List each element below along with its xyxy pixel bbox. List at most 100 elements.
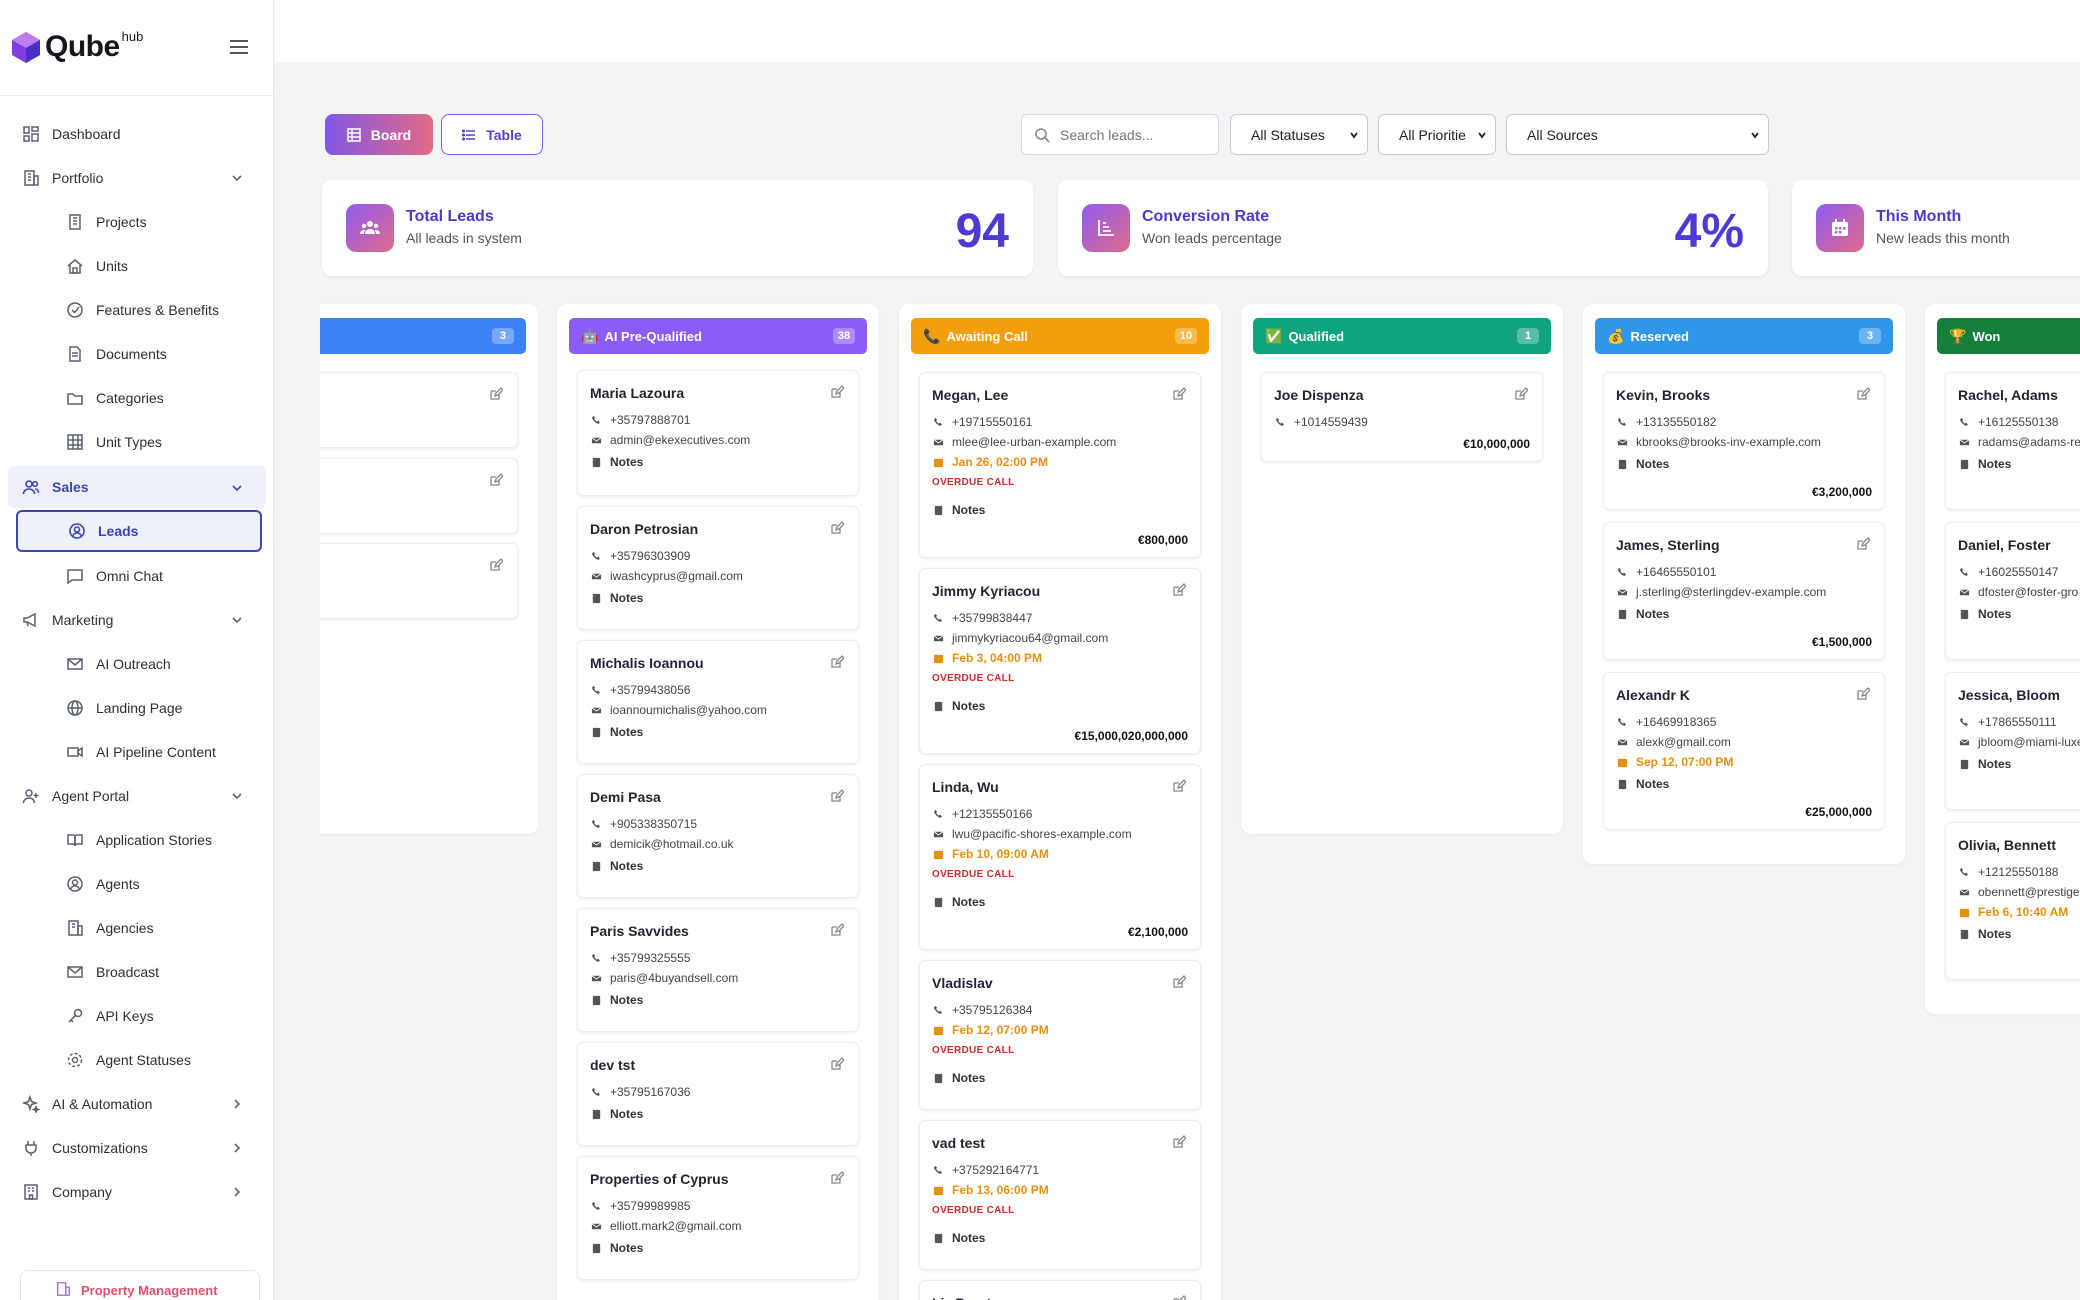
sidebar-item-features-benefits[interactable]: Features & Benefits xyxy=(0,288,274,332)
edit-icon[interactable] xyxy=(1172,1295,1187,1300)
column-header[interactable]: ✅ Qualified 1 xyxy=(1253,318,1551,354)
sidebar-item-api-keys[interactable]: API Keys xyxy=(0,994,274,1038)
phone-icon xyxy=(1958,866,1970,878)
lead-card[interactable]: Jimmy Kyriacou +35799838447 jimmykyriacou6… xyxy=(919,568,1201,754)
chevron-down-icon xyxy=(1350,132,1358,139)
sidebar-item-customizations[interactable]: Customizations xyxy=(0,1126,274,1170)
lead-card[interactable]: Maria Lazoura +35797888701 admin@ekexecuti… xyxy=(577,370,859,496)
menu-toggle-icon[interactable] xyxy=(230,40,248,54)
lead-card[interactable]: James, Sterling +16465550101 j.sterling@st… xyxy=(1603,522,1885,660)
lead-card[interactable]: Alexandr K +16469918365 alexk@gmail.com Sep… xyxy=(1603,672,1885,830)
edit-icon[interactable] xyxy=(1172,779,1187,793)
sidebar-item-sales[interactable]: Sales xyxy=(8,466,266,508)
lead-card[interactable]: Joe Dispenza +1014559439 €10,000,000 xyxy=(1261,372,1543,462)
lead-card[interactable]: Michalis Ioannou +35799438056 ioannoumicha… xyxy=(577,640,859,764)
lead-card[interactable]: Linda, Wu +12135550166 lwu@pacific-shores-… xyxy=(919,764,1201,950)
column-header[interactable]: 📞 Awaiting Call 10 xyxy=(911,318,1209,354)
lead-card[interactable]: Vladislav +35795126384 Feb 12, 07:00 PM OVE… xyxy=(919,960,1201,1110)
lead-card[interactable]: 0827 xyxy=(320,458,518,534)
sidebar-item-leads[interactable]: Leads xyxy=(16,510,262,552)
lead-phone: +16025550147 xyxy=(1958,565,2058,579)
edit-icon[interactable] xyxy=(830,521,845,535)
sidebar-item-dashboard[interactable]: Dashboard xyxy=(0,112,274,156)
lead-card[interactable]: dev tst +35795167036 Notes xyxy=(577,1042,859,1146)
lead-card[interactable]: 6384 xyxy=(320,543,518,619)
sidebar-item-agent-portal[interactable]: Agent Portal xyxy=(0,774,274,818)
building-icon xyxy=(66,213,84,231)
column-header[interactable]: 3 xyxy=(320,318,526,354)
lead-email: demicik@hotmail.co.uk xyxy=(590,837,734,851)
sidebar-item-units[interactable]: Units xyxy=(0,244,274,288)
search-box[interactable] xyxy=(1021,114,1219,155)
sidebar-item-agents[interactable]: Agents xyxy=(0,862,274,906)
edit-icon[interactable] xyxy=(1856,687,1871,701)
phone-icon xyxy=(590,1200,602,1212)
lead-card[interactable]: Properties of Cyprus +35799989985 elliott.… xyxy=(577,1156,859,1280)
lead-card[interactable]: Olivia, Bennett +12125550188 obennett@pres… xyxy=(1945,822,2080,980)
lead-card[interactable]: 935836 xyxy=(320,372,518,448)
sidebar-item-ai-pipeline-content[interactable]: AI Pipeline Content xyxy=(0,730,274,774)
lead-card[interactable]: Demi Pasa +905338350715 demicik@hotmail.co… xyxy=(577,774,859,898)
board-view-button[interactable]: Board xyxy=(325,114,433,155)
source-filter-select[interactable]: All Sources xyxy=(1506,114,1769,155)
lead-phone: +35797888701 xyxy=(590,413,690,427)
lead-card[interactable]: Megan, Lee +19715550161 mlee@lee-urban-exa… xyxy=(919,372,1201,558)
lead-card[interactable]: Daniel, Foster +16025550147 dfoster@foster… xyxy=(1945,522,2080,660)
edit-icon[interactable] xyxy=(489,558,504,572)
edit-icon[interactable] xyxy=(489,387,504,401)
column-header[interactable]: 🏆 Won xyxy=(1937,318,2080,354)
chevron-down-icon xyxy=(230,789,244,803)
column-header[interactable]: 💰 Reserved 3 xyxy=(1595,318,1893,354)
edit-icon[interactable] xyxy=(1856,537,1871,551)
edit-icon[interactable] xyxy=(1856,387,1871,401)
edit-icon[interactable] xyxy=(1172,387,1187,401)
column-header[interactable]: 🤖 AI Pre-Qualified 38 xyxy=(569,318,867,354)
lead-card[interactable]: Kevin, Brooks +13135550182 kbrooks@brooks-… xyxy=(1603,372,1885,510)
sidebar-item-landing-page[interactable]: Landing Page xyxy=(0,686,274,730)
lead-card[interactable]: Daron Petrosian +35796303909 iwashcyprus@g… xyxy=(577,506,859,630)
edit-icon[interactable] xyxy=(830,385,845,399)
lead-card[interactable]: vad test +375292164771 Feb 13, 06:00 PM OVE… xyxy=(919,1120,1201,1270)
edit-icon[interactable] xyxy=(1514,387,1529,401)
sidebar-item-agencies[interactable]: Agencies xyxy=(0,906,274,950)
sidebar-item-agent-statuses[interactable]: Agent Statuses xyxy=(0,1038,274,1082)
lead-card[interactable]: Jessica, Bloom +17865550111 jbloom@miami-l… xyxy=(1945,672,2080,810)
edit-icon[interactable] xyxy=(1172,1135,1187,1149)
sidebar-item-ai-outreach[interactable]: AI Outreach xyxy=(0,642,274,686)
edit-icon[interactable] xyxy=(830,1171,845,1185)
edit-icon[interactable] xyxy=(1172,975,1187,989)
sidebar-item-application-stories[interactable]: Application Stories xyxy=(0,818,274,862)
lead-phone: +35795126384 xyxy=(932,1003,1032,1017)
lead-card[interactable]: Rachel, Adams +16125550138 radams@adams-re… xyxy=(1945,372,2080,510)
lead-name: Vladislav xyxy=(932,975,993,991)
edit-icon[interactable] xyxy=(489,473,504,487)
sidebar-item-categories[interactable]: Categories xyxy=(0,376,274,420)
edit-icon[interactable] xyxy=(830,655,845,669)
edit-icon[interactable] xyxy=(830,789,845,803)
sidebar-item-documents[interactable]: Documents xyxy=(0,332,274,376)
sidebar-item-omni-chat[interactable]: Omni Chat xyxy=(0,554,274,598)
edit-icon[interactable] xyxy=(1172,583,1187,597)
sidebar-item-unit-types[interactable]: Unit Types xyxy=(0,420,274,464)
lead-card[interactable]: Paris Savvides +35799325555 paris@4buyands… xyxy=(577,908,859,1032)
priority-filter-select[interactable]: All Prioritie xyxy=(1378,114,1496,155)
property-management-switch[interactable]: Property Management xyxy=(20,1270,260,1300)
lead-card[interactable]: Liz Proctor xyxy=(919,1280,1201,1300)
logo[interactable]: Qube hub xyxy=(10,30,143,64)
edit-icon[interactable] xyxy=(830,923,845,937)
notes-icon xyxy=(590,592,602,604)
edit-icon[interactable] xyxy=(830,1057,845,1071)
table-view-button[interactable]: Table xyxy=(441,114,543,155)
sidebar-item-label: Marketing xyxy=(52,612,114,628)
search-input[interactable] xyxy=(1060,126,1210,143)
sidebar-item-broadcast[interactable]: Broadcast xyxy=(0,950,274,994)
lead-email: ioannoumichalis@yahoo.com xyxy=(590,703,767,717)
status-filter-select[interactable]: All Statuses xyxy=(1230,114,1368,155)
sidebar-item-company[interactable]: Company xyxy=(0,1170,274,1214)
sidebar-item-ai-automation[interactable]: AI & Automation xyxy=(0,1082,274,1126)
lead-name: Kevin, Brooks xyxy=(1616,387,1711,403)
sidebar-item-projects[interactable]: Projects xyxy=(0,200,274,244)
lead-phone: +35796303909 xyxy=(590,549,690,563)
sidebar-item-portfolio[interactable]: Portfolio xyxy=(0,156,274,200)
sidebar-item-marketing[interactable]: Marketing xyxy=(0,598,274,642)
